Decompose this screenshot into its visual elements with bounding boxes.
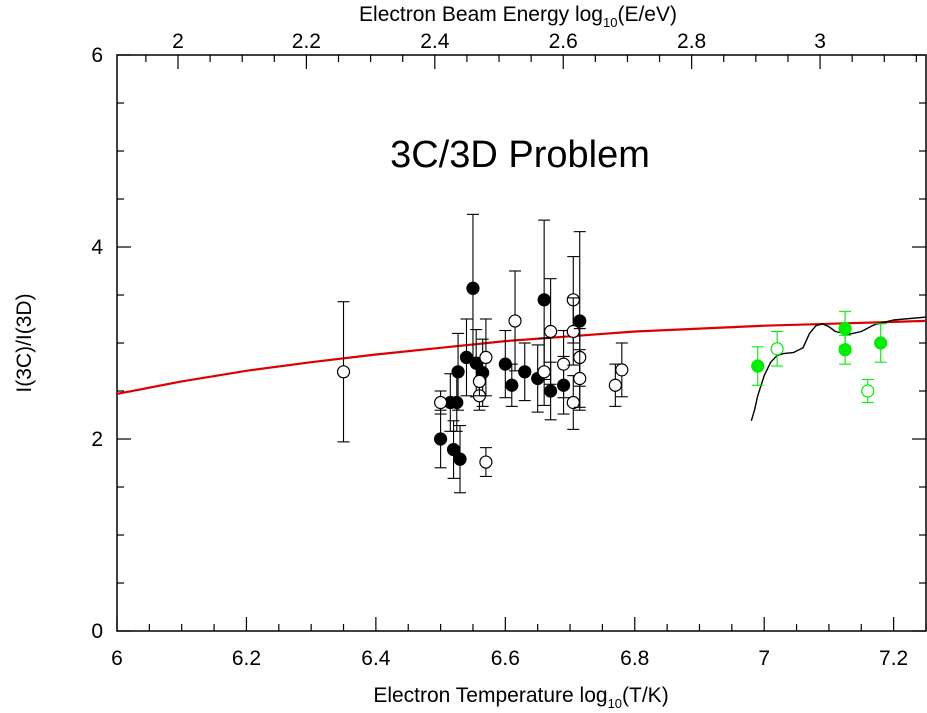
marker-filled [838, 343, 852, 357]
marker-open [615, 363, 629, 377]
x-tick-label: 7 [758, 647, 770, 670]
data-point [615, 342, 629, 398]
data-point [472, 366, 487, 397]
x-axis-title: Electron Temperature log10(T/K) [373, 684, 668, 711]
marker-open [556, 357, 571, 371]
x-tick-label: 7.2 [879, 647, 908, 670]
marker-filled [466, 281, 480, 295]
data-point [556, 329, 571, 399]
x-tick-label: 6.2 [232, 647, 261, 670]
chart-title: 3C/3D Problem [390, 134, 650, 176]
data-point [770, 330, 784, 367]
data-point [544, 361, 558, 421]
marker-open [566, 395, 580, 410]
data-point [518, 342, 532, 402]
data-points [336, 213, 888, 494]
marker-filled [453, 452, 467, 466]
marker-filled [838, 322, 852, 336]
x-tick-label: 6.8 [620, 647, 649, 670]
x2-tick-label: 2.4 [420, 30, 450, 53]
x-axis-title-prefix: Electron Temperature log [373, 684, 607, 707]
data-point [336, 301, 351, 443]
x2-tick-label: 3 [814, 30, 826, 53]
marker-open [566, 324, 580, 339]
x2-tick-label: 2 [172, 30, 184, 53]
data-point [751, 346, 765, 386]
marker-filled [573, 314, 587, 328]
y-tick-label: 2 [91, 428, 103, 451]
marker-filled [434, 432, 448, 446]
data-point [861, 378, 875, 404]
marker-open [479, 455, 493, 469]
marker-filled [518, 365, 532, 379]
model-curve-black [750, 316, 926, 422]
data-point [446, 420, 461, 479]
data-point [450, 373, 464, 432]
marker-open [434, 395, 448, 410]
x2-axis-title-sub: 10 [603, 15, 617, 30]
data-point [566, 375, 580, 430]
marker-open [770, 342, 784, 356]
data-point [508, 270, 522, 372]
marker-open [508, 314, 522, 328]
marker-open [861, 384, 875, 398]
marker-filled [450, 395, 464, 410]
y-tick-label: 0 [91, 620, 103, 643]
marker-open [537, 365, 551, 379]
model-curves [117, 316, 926, 422]
data-point [838, 334, 852, 365]
y-tick-label: 6 [91, 44, 103, 67]
x-tick-label: 6 [111, 647, 123, 670]
marker-filled [537, 293, 551, 307]
marker-open [544, 324, 558, 339]
data-point [479, 318, 493, 397]
data-point [434, 390, 448, 415]
data-point [466, 213, 480, 363]
data-point [544, 278, 558, 385]
marker-open [472, 374, 487, 388]
marker-filled [451, 365, 465, 379]
data-point [531, 344, 545, 413]
x2-axis-title-suffix: (E/eV) [617, 3, 677, 26]
x2-tick-label: 2.8 [677, 30, 706, 53]
data-point [434, 409, 448, 469]
marker-filled [505, 378, 519, 392]
x-axis-title-suffix: (T/K) [622, 684, 669, 707]
x2-tick-label: 2.2 [292, 30, 321, 53]
y-axis-title: I(3C)/I(3D) [13, 293, 36, 392]
data-point [479, 447, 493, 477]
axis-ticks: 6 6.2 6.4 6.6 6.8 7 7.2 2 2.2 2.4 2.6 2.8 3 0 2 4 6 [91, 30, 927, 670]
x2-tick-label: 2.6 [549, 30, 578, 53]
marker-filled [544, 384, 558, 398]
data-point [451, 332, 465, 411]
x2-axis-title: Electron Beam Energy log10(E/eV) [359, 3, 677, 30]
marker-open [608, 378, 622, 392]
model-curve-red [117, 319, 926, 395]
marker-open [336, 365, 351, 379]
data-point [874, 323, 888, 363]
marker-open [573, 371, 587, 386]
marker-open [479, 350, 493, 364]
marker-filled [874, 336, 888, 350]
x-tick-label: 6.4 [361, 647, 391, 670]
x-axis-title-sub: 10 [608, 696, 622, 711]
marker-filled [751, 359, 765, 373]
data-point [459, 318, 474, 397]
y-tick-label: 4 [91, 236, 103, 259]
data-point [453, 425, 467, 494]
x-tick-label: 6.6 [491, 647, 520, 670]
data-point [573, 349, 587, 408]
x2-axis-title-prefix: Electron Beam Energy log [359, 3, 603, 26]
data-point [537, 337, 551, 406]
